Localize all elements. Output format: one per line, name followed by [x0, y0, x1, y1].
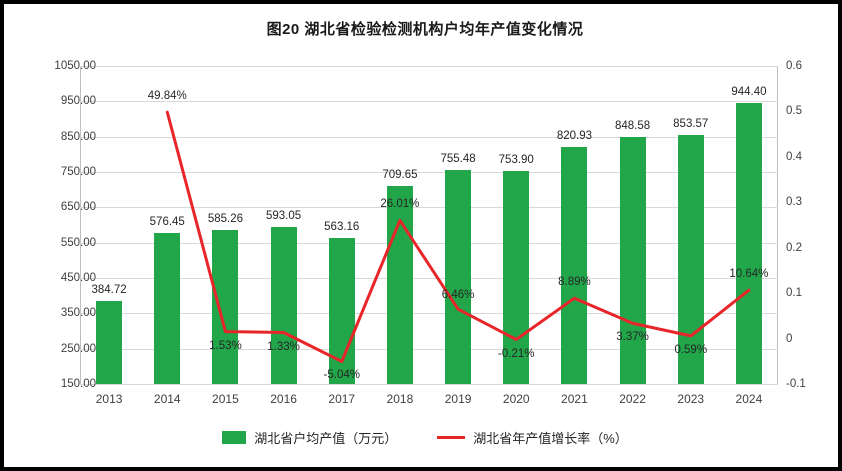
right-axis-tick-label: 0	[786, 332, 793, 345]
right-axis-tick-label: 0.2	[786, 241, 802, 254]
bar	[445, 170, 472, 384]
line-point-label: -0.21%	[498, 347, 535, 360]
left-axis-tick-label: 1050.00	[54, 60, 96, 72]
chart-legend: 湖北省户均产值（万元） 湖北省年产值增长率（%）	[4, 428, 842, 447]
bar	[270, 227, 297, 384]
gridline	[80, 136, 778, 138]
right-axis-line	[777, 66, 778, 384]
left-axis-tick-label: 150.00	[60, 378, 96, 390]
category-tick-label: 2024	[735, 392, 763, 406]
gridline	[80, 348, 778, 350]
bar-label: 593.05	[265, 210, 302, 223]
category-tick-label: 2019	[444, 392, 472, 406]
left-axis-tick-label: 850.00	[60, 130, 96, 143]
gridline	[80, 384, 778, 385]
bar-label: 853.57	[673, 118, 709, 131]
category-tick-label: 2021	[561, 392, 588, 406]
category-tick-label: 2014	[153, 392, 181, 406]
bar-label: 753.90	[498, 153, 534, 166]
bar	[677, 135, 704, 384]
line-point-label: 8.89%	[558, 276, 591, 289]
bar-label: 709.65	[382, 169, 418, 182]
line-series	[165, 110, 751, 363]
right-axis-tick-label: 0.1	[786, 287, 802, 300]
legend-label-line: 湖北省年产值增长率（%）	[473, 431, 628, 446]
category-tick-label: 2016	[270, 392, 297, 406]
bar-label: 576.45	[149, 216, 185, 229]
legend-label-bar: 湖北省户均产值（万元）	[254, 431, 398, 446]
legend-swatch-line	[437, 436, 466, 439]
bar-label: 563.16	[324, 221, 360, 234]
gridline	[80, 242, 778, 244]
line-point-label: 26.01%	[380, 198, 420, 211]
bar	[96, 301, 123, 384]
category-tick-label: 2022	[619, 392, 646, 406]
left-axis-tick-label: 750.00	[60, 166, 96, 178]
line-point-label: 3.37%	[616, 331, 649, 344]
bar-label: 820.93	[556, 129, 592, 142]
line-point-label: 49.84%	[147, 90, 187, 103]
gridline	[80, 278, 778, 279]
left-axis-tick-label: 650.00	[60, 201, 96, 214]
gridline	[80, 172, 778, 173]
left-axis-tick-label: 250.00	[60, 342, 96, 355]
right-axis-tick-label: 0.3	[786, 196, 802, 209]
left-axis-line	[80, 66, 81, 384]
line-point-label: 0.59%	[674, 343, 708, 356]
category-tick-label: 2018	[386, 392, 414, 406]
bar-label: 944.40	[731, 86, 767, 99]
category-tick-label: 2023	[677, 392, 705, 406]
bar	[154, 233, 181, 384]
gridline	[80, 313, 778, 315]
left-axis-tick-label: 350.00	[60, 307, 96, 320]
legend-swatch-bar	[222, 431, 247, 444]
bar	[503, 170, 530, 384]
line-point-label: 1.33%	[267, 340, 300, 353]
bar	[561, 146, 588, 384]
bar-label: 384.72	[91, 284, 127, 297]
category-tick-label: 2015	[212, 392, 239, 406]
left-axis-tick-label: 550.00	[60, 236, 96, 249]
line-point-label: 1.53%	[209, 339, 242, 352]
right-axis-tick-label: 0.4	[786, 150, 802, 163]
right-axis-tick-label: -0.1	[786, 378, 806, 390]
left-axis-tick-label: 450.00	[60, 272, 96, 284]
line-point-label: -5.04%	[323, 369, 360, 382]
bar	[735, 103, 762, 384]
line-point-label: 6.46%	[441, 289, 475, 302]
plot-area: 150.00 250.00 350.00 450.00 550.00 650.00 750.…	[54, 60, 805, 406]
category-tick-label: 2017	[328, 392, 356, 406]
bar	[212, 230, 239, 384]
left-axis-tick-label: 950.00	[60, 95, 96, 108]
right-axis-tick-label: 0.6	[786, 60, 802, 72]
bar-label: 585.26	[207, 213, 243, 226]
bar-label: 755.48	[440, 153, 476, 166]
gridline	[80, 207, 778, 209]
chart-title: 图20 湖北省检验检测机构户均年产值变化情况	[266, 21, 584, 38]
line-point-label: 10.64%	[729, 268, 769, 281]
legend-item-bar: 湖北省户均产值（万元）	[222, 428, 397, 447]
bar	[619, 137, 646, 384]
right-axis-tick-label: 0.5	[786, 105, 802, 118]
legend-item-line: 湖北省年产值增长率（%）	[437, 428, 628, 447]
gridline	[80, 101, 778, 103]
bar-label: 848.58	[614, 120, 651, 133]
category-tick-label: 2013	[95, 392, 123, 406]
category-tick-label: 2020	[502, 392, 530, 406]
gridline	[80, 66, 778, 67]
